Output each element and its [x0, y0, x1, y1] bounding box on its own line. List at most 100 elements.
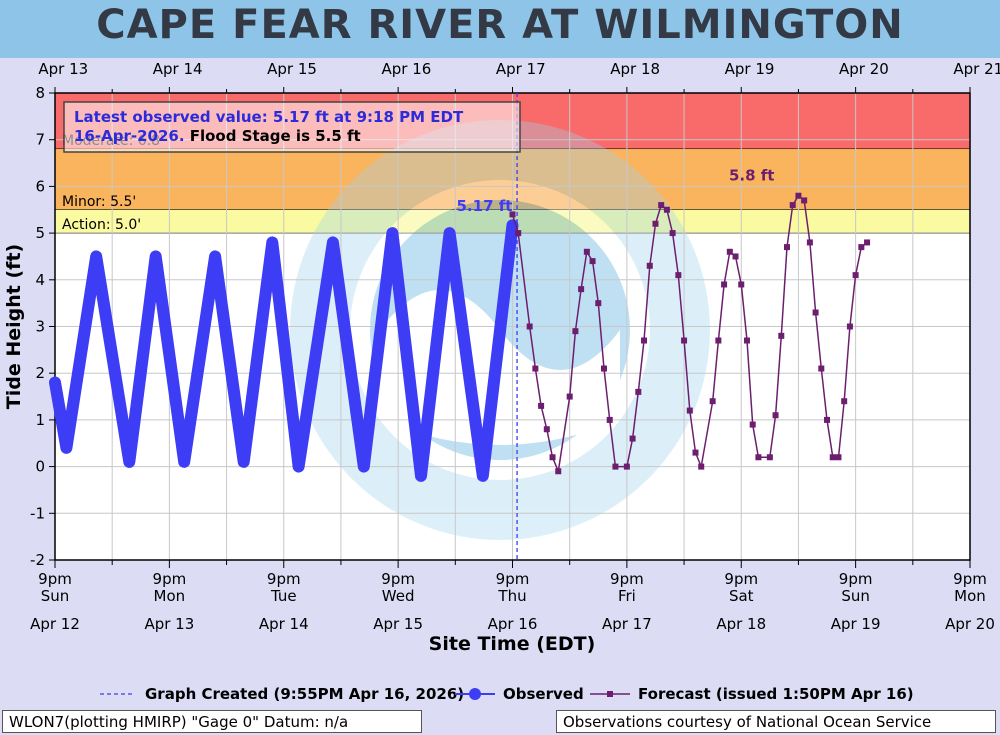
- forecast-point: [686, 407, 693, 414]
- forecast-point: [755, 454, 762, 461]
- legend-observed-label: Observed: [503, 685, 584, 703]
- bottom-day-tick-label: Tue: [270, 587, 297, 605]
- forecast-point: [635, 388, 642, 395]
- y-tick-label: -1: [30, 504, 45, 522]
- observed-latest-label: 5.17 ft: [457, 197, 513, 215]
- info-date: 16-Apr-2026.: [74, 127, 185, 145]
- forecast-point: [778, 332, 785, 339]
- y-tick-label: 2: [35, 364, 45, 382]
- forecast-point: [681, 337, 688, 344]
- top-date-tick-label: Apr 18: [610, 60, 660, 78]
- forecast-point: [732, 253, 739, 260]
- forecast-point: [572, 328, 579, 335]
- y-tick-label: 3: [35, 318, 45, 336]
- y-tick-label: 7: [35, 131, 45, 149]
- bottom-date-tick-label: Apr 19: [831, 615, 881, 633]
- bottom-date-tick-label: Apr 13: [144, 615, 194, 633]
- bottom-date-tick-label: Apr 15: [373, 615, 423, 633]
- bottom-date-tick-label: Apr 12: [30, 615, 80, 633]
- top-date-tick-label: Apr 21: [953, 60, 1000, 78]
- top-date-tick-label: Apr 14: [153, 60, 203, 78]
- bottom-day-tick-label: Thu: [497, 587, 526, 605]
- forecast-peak-label: 5.8 ft: [729, 167, 775, 185]
- forecast-point: [675, 272, 682, 279]
- forecast-point: [601, 365, 607, 372]
- bottom-day-tick-label: Wed: [382, 587, 415, 605]
- forecast-point: [663, 206, 670, 213]
- bottom-day-tick-label: Sat: [729, 587, 754, 605]
- bottom-time-tick-label: 9pm: [724, 570, 758, 588]
- forecast-point: [698, 463, 705, 470]
- forecast-series-line: [511, 194, 868, 475]
- forecast-point: [658, 202, 665, 209]
- forecast-point: [709, 398, 716, 405]
- station-info-footer: WLON7(plotting HMIRP) "Gage 0" Datum: n/…: [2, 710, 422, 733]
- top-date-tick-label: Apr 13: [38, 60, 88, 78]
- top-date-tick-label: Apr 20: [839, 60, 889, 78]
- forecast-point: [841, 398, 848, 405]
- forecast-point: [692, 449, 699, 456]
- forecast-point: [801, 197, 808, 204]
- top-date-tick-label: Apr 19: [725, 60, 775, 78]
- bottom-time-tick-label: 9pm: [38, 570, 72, 588]
- top-date-tick-label: Apr 16: [382, 60, 432, 78]
- forecast-point: [749, 421, 756, 428]
- forecast-point: [526, 323, 533, 330]
- bottom-date-tick-label: Apr 16: [488, 615, 538, 633]
- bottom-time-tick-label: 9pm: [953, 570, 987, 588]
- bottom-day-tick-label: Mon: [954, 587, 986, 605]
- forecast-point: [835, 454, 842, 461]
- forecast-point: [715, 337, 722, 344]
- forecast-point: [612, 463, 619, 470]
- title-band: [0, 0, 1000, 58]
- latest-observed-info-box: Latest observed value: 5.17 ft at 9:18 P…: [63, 101, 521, 153]
- bottom-day-tick-label: Fri: [618, 587, 636, 605]
- forecast-point: [772, 412, 779, 419]
- forecast-point: [721, 281, 728, 288]
- chart-title: CAPE FEAR RIVER AT WILMINGTON: [96, 2, 904, 48]
- forecast-point: [606, 416, 613, 423]
- bottom-date-tick-label: Apr 20: [945, 615, 995, 633]
- y-tick-label: 4: [35, 271, 45, 289]
- forecast-point: [646, 262, 653, 269]
- forecast-point: [766, 454, 773, 461]
- legend: Graph Created (9:55PM Apr 16, 2026) Obser…: [100, 685, 914, 703]
- y-tick-label: 8: [35, 84, 45, 102]
- forecast-point: [589, 258, 596, 265]
- info-flood-stage: Flood Stage is 5.5 ft: [185, 127, 361, 145]
- forecast-point: [549, 454, 556, 461]
- bottom-time-tick-label: 9pm: [610, 570, 644, 588]
- forecast-point: [784, 244, 790, 251]
- top-date-tick-label: Apr 17: [496, 60, 546, 78]
- forecast-point: [538, 402, 545, 409]
- bottom-time-tick-label: 9pm: [381, 570, 415, 588]
- legend-observed-swatch-marker: [469, 688, 481, 700]
- x-axis-title: Site Time (EDT): [429, 633, 596, 655]
- y-tick-label: -2: [30, 551, 45, 569]
- forecast-point: [583, 248, 590, 255]
- forecast-point: [509, 211, 516, 218]
- forecast-point: [806, 239, 813, 246]
- forecast-point: [669, 230, 676, 237]
- forecast-point: [641, 337, 648, 344]
- forecast-point: [864, 239, 871, 246]
- forecast-point: [515, 230, 522, 237]
- bottom-time-tick-label: 9pm: [153, 570, 187, 588]
- forecast-point: [858, 244, 865, 251]
- y-tick-label: 5: [35, 224, 45, 242]
- forecast-point: [566, 393, 573, 400]
- forecast-point: [852, 272, 859, 279]
- info-flood-stage-line: 16-Apr-2026. Flood Stage is 5.5 ft: [74, 127, 361, 145]
- info-latest-line: Latest observed value: 5.17 ft at 9:18 P…: [74, 108, 464, 126]
- forecast-point: [652, 220, 659, 227]
- legend-created-label: Graph Created (9:55PM Apr 16, 2026): [145, 685, 464, 703]
- bottom-time-tick-label: 9pm: [839, 570, 873, 588]
- credit-footer: Observations courtesy of National Ocean …: [556, 710, 996, 733]
- bottom-time-tick-label: 9pm: [267, 570, 301, 588]
- info-box-frame: [63, 101, 521, 153]
- y-axis-title: Tide Height (ft): [3, 244, 25, 409]
- top-date-tick-label: Apr 15: [267, 60, 317, 78]
- forecast-point: [595, 300, 602, 307]
- y-tick-label: 0: [35, 458, 45, 476]
